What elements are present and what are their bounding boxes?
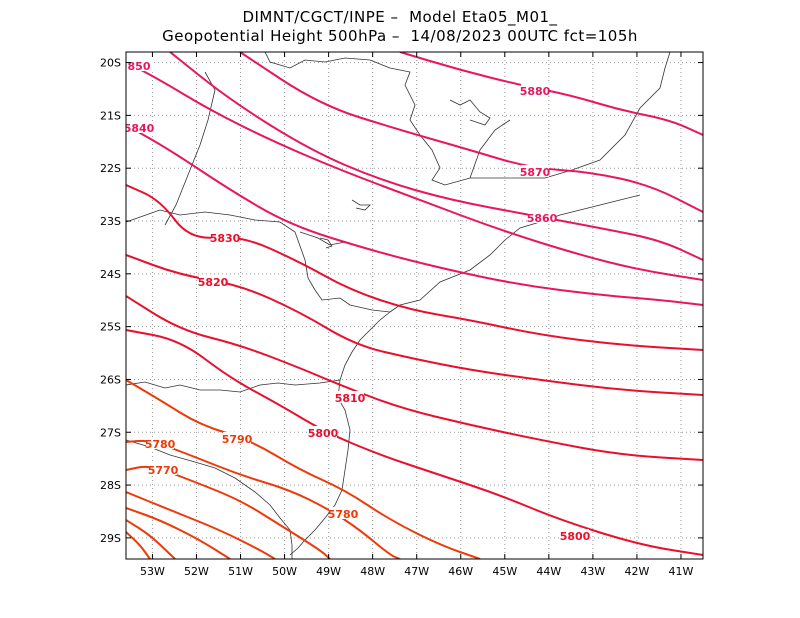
contour-line: [126, 254, 703, 396]
lat-tick-label: 29S: [100, 532, 121, 545]
lake-path: [319, 237, 333, 249]
lon-tick-label: 42W: [624, 565, 649, 578]
coastline-path: [289, 311, 391, 556]
contour-line: [126, 465, 331, 559]
state-border-path: [469, 119, 511, 179]
contour-line: [126, 184, 703, 351]
state-border-path: [126, 439, 293, 559]
contour-line: [169, 52, 703, 261]
contour-label-bg: [309, 426, 337, 438]
lon-tick-label: 49W: [316, 565, 341, 578]
contour-label: 5780: [328, 508, 359, 521]
lon-tick-label: 52W: [184, 565, 209, 578]
lat-tick-label: 22S: [100, 162, 121, 175]
state-border-path: [264, 52, 671, 186]
contour-label: 5870: [520, 166, 551, 179]
lon-tick-label: 43W: [580, 565, 605, 578]
contour-label-bg: [149, 463, 177, 475]
contour-line: [126, 329, 703, 556]
contour-label: 5790: [222, 433, 253, 446]
lat-tick-label: 26S: [100, 373, 121, 386]
contour-label-bg: [561, 529, 589, 541]
lake-path: [449, 99, 491, 126]
lat-tick-label: 25S: [100, 321, 121, 334]
lat-tick-label: 24S: [100, 268, 121, 281]
contour-line: [239, 52, 703, 213]
state-border-path: [126, 209, 391, 313]
contour-line: [126, 519, 176, 559]
contour-label-bg: [528, 211, 556, 223]
lon-tick-label: 45W: [492, 565, 517, 578]
contour-label: 5770: [148, 464, 179, 477]
contour-label: 5880: [520, 85, 551, 98]
contour-label-bg: [329, 507, 357, 519]
contour-label-bg: [521, 84, 549, 96]
lon-tick-label: 47W: [404, 565, 429, 578]
axis-ticks: 53W 52W 51W 50W 49W 48W 47W 46W 45W 44W 43W 42W 41W 2…: [100, 52, 703, 578]
lon-tick-label: 48W: [360, 565, 385, 578]
lat-tick-label: 23S: [100, 215, 121, 228]
contour-label-bg: [146, 437, 174, 449]
contour-label-bg: [521, 165, 549, 177]
chart-title-line2: Geopotential Height 500hPa – 14/08/2023 …: [162, 27, 638, 45]
chart-title-line1: DIMNT/CGCT/INPE – Model Eta05_M01_: [242, 8, 558, 26]
plot-frame: [125, 51, 704, 560]
contour-line: [126, 61, 703, 281]
contour-line: [126, 491, 276, 559]
contour-label: 850: [128, 60, 151, 73]
lat-tick-label: 20S: [100, 57, 121, 70]
contour-label-bg: [126, 59, 153, 71]
contour-label-bg: [336, 391, 364, 403]
contour-label: 5840: [124, 122, 155, 135]
contour-label-bg: [211, 231, 239, 243]
lat-tick-label: 27S: [100, 426, 121, 439]
contour-label: 5800: [560, 530, 591, 543]
lon-tick-label: 44W: [536, 565, 561, 578]
lon-tick-label: 46W: [448, 565, 473, 578]
lon-tick-label: 51W: [228, 565, 253, 578]
state-border-path: [299, 231, 346, 246]
contour-line: [126, 379, 481, 559]
contour-label: 5810: [335, 392, 366, 405]
contour-label-bg: [199, 275, 227, 287]
contour-label: 5780: [145, 438, 176, 451]
contour-line: [399, 52, 703, 136]
lon-tick-label: 50W: [272, 565, 297, 578]
contour-label: 5820: [198, 276, 229, 289]
contour-label-bg: [126, 121, 153, 133]
lat-tick-label: 28S: [100, 479, 121, 492]
lon-tick-label: 53W: [140, 565, 165, 578]
contour-label: 5860: [527, 212, 558, 225]
contour-line: [126, 295, 703, 461]
lon-tick-label: 41W: [669, 565, 694, 578]
lake-path: [351, 199, 371, 211]
contour-label: 5800: [308, 427, 339, 440]
contour-label-bg: [223, 432, 251, 444]
contour-label: 5830: [210, 232, 241, 245]
contour-line: [126, 507, 231, 559]
lat-tick-label: 21S: [100, 109, 121, 122]
contour-line: [126, 531, 151, 559]
state-border-path: [164, 71, 216, 226]
map-gridlines: [126, 52, 703, 559]
state-border-path: [126, 379, 341, 393]
contour-line: [126, 124, 703, 306]
geopotential-contours: 5880 5870 5860 850 5840 5830 5820 5810 5800 5800 5…: [124, 52, 703, 559]
